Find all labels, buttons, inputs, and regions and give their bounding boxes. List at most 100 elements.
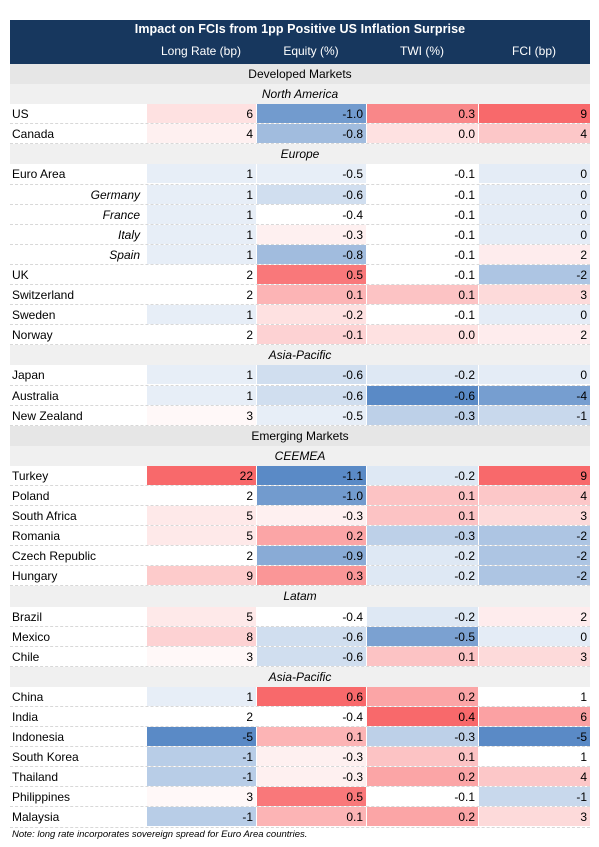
subgroup-label: Asia-Pacific: [268, 669, 332, 684]
cell-equity: -0.6: [256, 385, 366, 405]
group-header-developed-markets: Developed Markets: [10, 64, 590, 85]
cell-twi: 0.2: [366, 807, 478, 827]
footnote: Note: long rate incorporates sovereign s…: [12, 829, 308, 840]
cell-long-rate: 1: [146, 365, 256, 385]
cell-long-rate: 1: [146, 224, 256, 244]
cell-fci: -1: [478, 405, 590, 425]
subgroup-label: North America: [261, 87, 339, 102]
cell-equity: 0.3: [256, 566, 366, 586]
cell-equity: -0.3: [256, 506, 366, 526]
cell-equity: 0.2: [256, 526, 366, 546]
subgroup-header-latam: Latam: [10, 586, 590, 607]
table-row-norway: Norway 2 -0.1 0.0 2: [10, 325, 590, 346]
subgroup-header-ceemea: CEEMEA: [10, 445, 590, 466]
cell-long-rate: 1: [146, 385, 256, 405]
country-label: Australia: [12, 388, 59, 403]
cell-equity: -0.4: [256, 204, 366, 224]
cell-long-rate: 1: [146, 244, 256, 264]
cell-long-rate: 5: [146, 526, 256, 546]
table-row-poland: Poland 2 -1.0 0.1 4: [10, 485, 590, 507]
table-row-chile: Chile 3 -0.6 0.1 3: [10, 646, 590, 667]
cell-fci: 2: [478, 606, 590, 626]
table-row-indonesia: Indonesia -5 0.1 -0.3 -5: [10, 727, 590, 748]
table-row-brazil: Brazil 5 -0.4 -0.2 2: [10, 606, 590, 627]
cell-twi: 0.2: [366, 767, 478, 787]
cell-fci: -5: [478, 727, 590, 747]
country-label: UK: [12, 267, 29, 282]
cell-fci: 6: [478, 707, 590, 726]
cell-twi: -0.2: [366, 365, 478, 385]
subgroup-header-europe: Europe: [10, 144, 590, 165]
table-row-italy: Italy 1 -0.3 -0.1 0: [10, 224, 590, 245]
cell-equity: -0.9: [256, 546, 366, 566]
cell-long-rate: -5: [146, 727, 256, 747]
cell-long-rate: 6: [146, 104, 256, 124]
cell-long-rate: 1: [146, 184, 256, 204]
cell-long-rate: -1: [146, 767, 256, 787]
cell-fci: 3: [478, 807, 590, 827]
cell-twi: -0.2: [366, 465, 478, 485]
table-row-south-africa: South Africa 5 -0.3 0.1 3: [10, 506, 590, 527]
cell-equity: -1.0: [256, 485, 366, 505]
country-label: Germany: [90, 187, 140, 202]
cell-fci: 4: [478, 767, 590, 787]
cell-fci: 0: [478, 184, 590, 204]
cell-long-rate: 4: [146, 124, 256, 144]
cell-twi: -0.3: [366, 526, 478, 546]
cell-twi: -0.3: [366, 727, 478, 747]
cell-fci: -2: [478, 546, 590, 566]
country-label: Chile: [12, 649, 40, 664]
cell-fci: 2: [478, 244, 590, 264]
cell-equity: -0.3: [256, 224, 366, 244]
cell-twi: -0.5: [366, 626, 478, 646]
cell-fci: 0: [478, 365, 590, 385]
table-row-south-korea: South Korea -1 -0.3 0.1 1: [10, 747, 590, 768]
cell-equity: -0.5: [256, 164, 366, 184]
country-label: Turkey: [12, 468, 49, 483]
country-label: Thailand: [12, 770, 59, 785]
table-row-germany: Germany 1 -0.6 -0.1 0: [10, 184, 590, 205]
subgroup-header-asia-pacific: Asia-Pacific: [10, 345, 590, 366]
cell-twi: 0.3: [366, 104, 478, 124]
cell-equity: -0.6: [256, 626, 366, 646]
cell-long-rate: 1: [146, 686, 256, 706]
country-label: Brazil: [12, 609, 43, 624]
table-row-australia: Australia 1 -0.6 -0.6 -4: [10, 385, 590, 406]
group-label: Emerging Markets: [251, 428, 349, 443]
cell-twi: -0.2: [366, 546, 478, 566]
cell-twi: -0.2: [366, 606, 478, 626]
cell-twi: 0.4: [366, 707, 478, 726]
table-row-switzerland: Switzerland 2 0.1 0.1 3: [10, 285, 590, 306]
country-label: South Africa: [12, 509, 77, 524]
cell-equity: 0.5: [256, 264, 366, 284]
country-label: Romania: [12, 529, 61, 544]
subgroup-label: CEEMEA: [274, 448, 326, 463]
table-row-euro-area: Euro Area 1 -0.5 -0.1 0: [10, 164, 590, 185]
cell-twi: -0.3: [366, 405, 478, 425]
table-row-us: US 6 -1.0 0.3 9: [10, 104, 590, 125]
cell-equity: -0.8: [256, 244, 366, 264]
subgroup-label: Europe: [280, 147, 320, 162]
cell-long-rate: 2: [146, 285, 256, 305]
country-label: Japan: [12, 368, 45, 383]
cell-equity: -0.8: [256, 124, 366, 144]
table-row-india: India 2 -0.4 0.4 6: [10, 707, 590, 728]
country-label: Switzerland: [12, 288, 75, 303]
cell-twi: 0.2: [366, 686, 478, 706]
cell-fci: 9: [478, 104, 590, 124]
group-label: Developed Markets: [248, 67, 352, 81]
cell-twi: -0.1: [366, 244, 478, 264]
country-label: India: [12, 710, 39, 724]
cell-twi: -0.1: [366, 305, 478, 325]
cell-fci: 1: [478, 747, 590, 767]
country-label: Spain: [109, 247, 140, 262]
cell-long-rate: 5: [146, 606, 256, 626]
cell-equity: -0.3: [256, 747, 366, 767]
table-row-uk: UK 2 0.5 -0.1 -2: [10, 264, 590, 286]
cell-equity: -0.6: [256, 646, 366, 666]
table-row-new-zealand: New Zealand 3 -0.5 -0.3 -1: [10, 405, 590, 426]
cell-long-rate: 2: [146, 485, 256, 505]
cell-long-rate: 2: [146, 707, 256, 726]
cell-equity: -0.1: [256, 325, 366, 345]
country-label: Czech Republic: [12, 549, 97, 564]
